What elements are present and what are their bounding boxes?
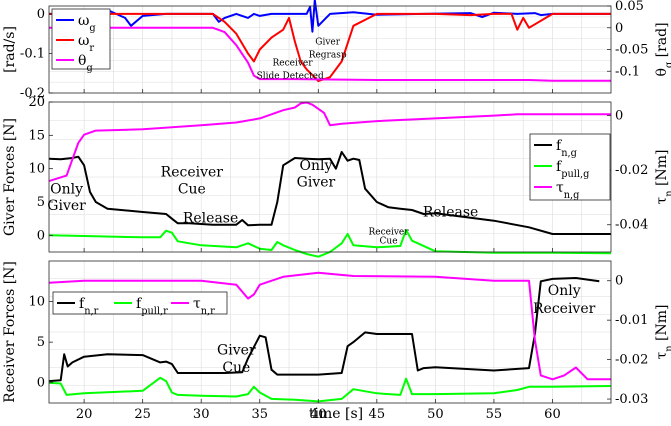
- y-tick-label-right: -0.03: [615, 392, 648, 407]
- series-line-n-r: [48, 271, 611, 381]
- y-tick-label-left: -0.1: [20, 46, 45, 61]
- y-tick-label-right: -0.04: [615, 218, 648, 233]
- x-tick-label: 25: [134, 407, 151, 422]
- series-line-n-g: [48, 101, 611, 183]
- series-line-pull-r: [48, 376, 612, 403]
- y-tick-label-right: -0.05: [615, 43, 648, 58]
- x-tick-label: 50: [427, 407, 444, 422]
- y-tick-label-left: 5: [37, 335, 45, 350]
- series-line-pull-g: [48, 229, 612, 258]
- annotation: Only: [50, 181, 83, 197]
- y-tick-label-right: 0: [615, 109, 623, 124]
- y-tick-label-left: 10: [28, 295, 45, 310]
- y-tick-label-left: 10: [28, 162, 45, 177]
- panel-angular: 0-0.1-0.20.050-0.05-0.1[rad/s]θg [rad]ωg…: [2, 0, 671, 101]
- annotation: Giver: [217, 342, 256, 358]
- annotation: Release: [423, 205, 478, 221]
- x-tick-label: 35: [251, 407, 268, 422]
- legend-entry: ωr: [78, 33, 94, 54]
- annotation: Only: [300, 158, 333, 174]
- series-line-n-r: [48, 277, 600, 383]
- annotation: Release: [183, 211, 238, 227]
- y-axis-label-right: τn [Nm]: [654, 150, 671, 205]
- series-line-g: [48, 0, 611, 33]
- annotation: Regrasp: [309, 50, 347, 60]
- annotation: Giver: [315, 37, 340, 47]
- y-tick-label-left: 15: [28, 128, 45, 143]
- legend-entry: fn,g: [556, 138, 577, 159]
- legend-entry: τn,r: [193, 296, 215, 317]
- x-tick-label: 30: [193, 407, 210, 422]
- series-line-g: [49, 26, 611, 82]
- legend-entry: fn,r: [79, 296, 99, 317]
- series-line-r: [49, 12, 611, 83]
- annotation: Cue: [222, 360, 250, 376]
- y-tick-label-left: 0: [37, 228, 45, 243]
- legend: fn,r fpull,r τn,r: [52, 291, 228, 317]
- annotation: Cue: [380, 236, 398, 246]
- x-axis-label: time [s]: [309, 406, 363, 422]
- y-tick-label-right: -0.02: [615, 163, 648, 178]
- x-tick-label: 45: [369, 407, 386, 422]
- legend-entry: θg: [78, 53, 93, 74]
- y-tick-label-right: -0.1: [615, 64, 640, 79]
- y-axis-label-left: [rad/s]: [2, 26, 18, 73]
- x-tick-label: 40: [310, 407, 327, 422]
- y-tick-label-right: 0: [615, 21, 623, 36]
- y-tick-label-right: 0: [615, 274, 623, 289]
- grid: [49, 102, 611, 252]
- y-tick-label-left: 20: [28, 95, 45, 110]
- legend-box: [52, 291, 228, 315]
- y-axis-label-left: Giver Forces [N]: [2, 118, 18, 236]
- plot-frame: [48, 101, 612, 253]
- y-tick-label-left: 0: [37, 7, 45, 22]
- annotation: Cue: [178, 181, 206, 197]
- annotation: Receiver: [369, 228, 410, 238]
- legend-entry: fpull,g: [556, 159, 589, 180]
- legend-entry: fpull,r: [136, 296, 168, 317]
- x-tick-label: 55: [486, 407, 503, 422]
- annotation: Receiver: [273, 58, 314, 68]
- legend-entry: ωg: [78, 13, 96, 34]
- annotation: Giver: [297, 175, 336, 191]
- plot-frame: [48, 260, 612, 404]
- annotation: Receiver: [161, 165, 224, 181]
- x-tick-label: 20: [76, 407, 93, 422]
- y-tick-label-right: -0.01: [615, 313, 648, 328]
- legend-entry: τn,g: [556, 180, 579, 201]
- series-line-n-g: [48, 151, 611, 235]
- y-axis-label-left: Receiver Forces [N]: [2, 261, 18, 403]
- y-tick-label-left: 0: [37, 376, 45, 391]
- y-axis-label-right: τn [Nm]: [654, 305, 671, 360]
- annotation: Giver: [47, 198, 86, 214]
- y-tick-label-right: -0.02: [615, 353, 648, 368]
- annotation: Slide Detected: [257, 71, 324, 81]
- y-tick-label-left: 5: [37, 195, 45, 210]
- annotation: Receiver: [533, 301, 596, 317]
- grid: [49, 261, 611, 403]
- x-tick-label: 60: [544, 407, 561, 422]
- y-tick-label-left: -0.2: [20, 86, 45, 101]
- grid: [49, 6, 611, 93]
- annotation: Only: [548, 283, 581, 299]
- y-axis-label-right: θg [rad]: [654, 22, 671, 76]
- y-tick-label-right: 0.05: [615, 0, 644, 14]
- panel-giver-forces: 20 15 10 5 0 0 -0.02 -0.04 Giver Forces [N] τn [N…: [2, 95, 671, 258]
